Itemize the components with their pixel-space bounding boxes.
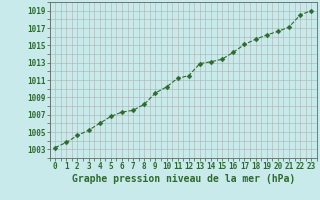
X-axis label: Graphe pression niveau de la mer (hPa): Graphe pression niveau de la mer (hPa)	[72, 174, 295, 184]
